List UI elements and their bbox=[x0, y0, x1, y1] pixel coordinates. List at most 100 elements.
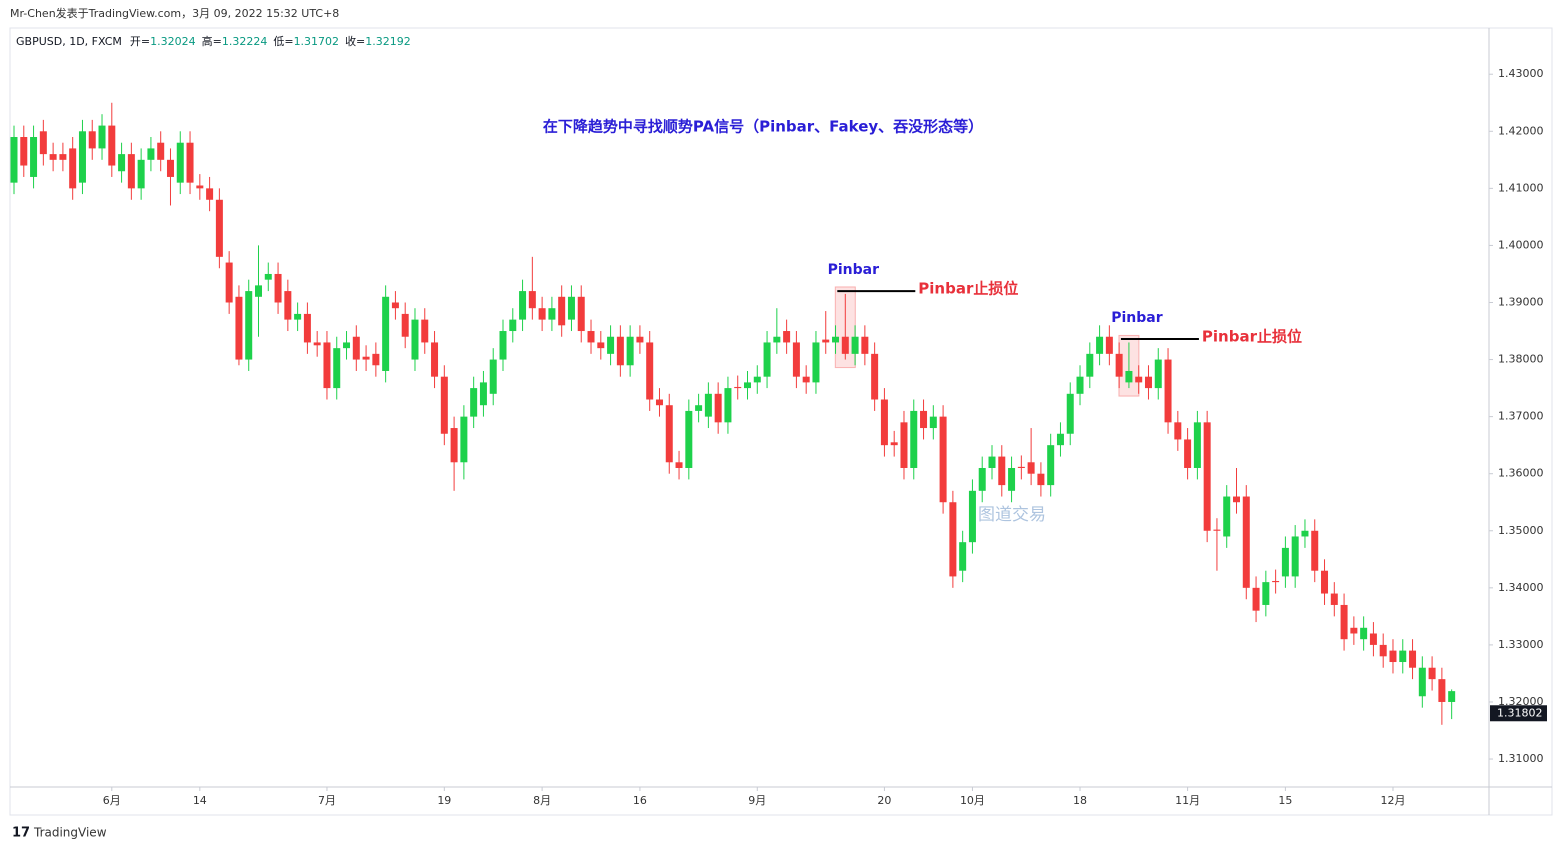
y-tick-label: 1.38000 bbox=[1498, 353, 1544, 366]
candle-body bbox=[49, 154, 57, 160]
candle-body bbox=[704, 393, 712, 417]
candle-body bbox=[127, 154, 135, 189]
candle-body bbox=[206, 188, 214, 200]
candle-body bbox=[20, 136, 28, 166]
candle-body bbox=[215, 199, 223, 257]
candle-body bbox=[636, 336, 644, 343]
candle-body bbox=[1115, 353, 1123, 377]
candle-body bbox=[714, 393, 722, 423]
candle-body bbox=[460, 416, 468, 463]
candle-body bbox=[1272, 580, 1280, 583]
y-tick-label: 1.35000 bbox=[1498, 524, 1544, 537]
candle-body bbox=[616, 336, 624, 366]
candle-body bbox=[352, 336, 360, 360]
candle-body bbox=[1399, 650, 1407, 663]
candle-body bbox=[372, 353, 380, 366]
candle-body bbox=[626, 336, 634, 366]
x-tick-label: 18 bbox=[1073, 794, 1087, 807]
candle-body bbox=[489, 359, 497, 394]
legend-label: 高= bbox=[202, 34, 222, 48]
candle-body bbox=[1086, 353, 1094, 377]
candle-body bbox=[1037, 473, 1045, 486]
candle-body bbox=[1164, 359, 1172, 423]
candle-body bbox=[646, 342, 654, 400]
y-tick-label: 1.31000 bbox=[1498, 752, 1544, 765]
y-tick-label: 1.42000 bbox=[1498, 124, 1544, 137]
candle-body bbox=[548, 308, 556, 320]
candle-body bbox=[822, 339, 830, 343]
candle-body bbox=[78, 131, 86, 183]
candle-body bbox=[382, 296, 390, 371]
legend-symbol: GBPUSD, 1D, FXCM bbox=[16, 35, 122, 48]
x-tick-label: 12月 bbox=[1380, 794, 1405, 807]
candle-body bbox=[841, 336, 849, 354]
candle-body bbox=[264, 273, 272, 280]
candle-body bbox=[1203, 422, 1211, 531]
candle-body bbox=[607, 336, 615, 354]
candle-body bbox=[519, 291, 527, 320]
candle-body bbox=[832, 336, 840, 343]
candle-body bbox=[323, 342, 331, 389]
candle-body bbox=[783, 331, 791, 343]
legend-value: 1.32224 bbox=[222, 35, 268, 48]
candle-body bbox=[274, 273, 282, 303]
candle-body bbox=[1438, 679, 1446, 702]
candle-body bbox=[186, 142, 194, 183]
candle-body bbox=[362, 356, 370, 360]
candle-body bbox=[685, 410, 693, 468]
candle-body bbox=[440, 376, 448, 434]
candle-body bbox=[968, 490, 976, 543]
candle-body bbox=[166, 159, 174, 177]
candle-body bbox=[157, 142, 165, 160]
candle-body bbox=[1321, 570, 1329, 594]
candle-body bbox=[538, 308, 546, 320]
candle-body bbox=[1233, 496, 1240, 503]
candle-body bbox=[255, 285, 262, 297]
candle-body bbox=[1242, 496, 1250, 588]
legend-label: 低= bbox=[273, 35, 293, 48]
candle-body bbox=[1144, 376, 1152, 389]
candle-body bbox=[597, 342, 605, 349]
candle-body bbox=[1418, 667, 1426, 697]
candle-body bbox=[871, 353, 879, 400]
x-tick-label: 8月 bbox=[533, 794, 551, 807]
candle-body bbox=[655, 399, 663, 406]
candle-body bbox=[900, 422, 908, 468]
candle-body bbox=[196, 185, 204, 189]
candle-body bbox=[861, 336, 869, 354]
x-tick-label: 16 bbox=[633, 794, 647, 807]
legend-value: 1.32192 bbox=[365, 35, 411, 48]
x-tick-label: 20 bbox=[877, 794, 891, 807]
frame bbox=[9, 27, 1553, 816]
candle-body bbox=[313, 342, 321, 346]
candle-body bbox=[675, 462, 683, 468]
candle-body bbox=[851, 336, 859, 354]
candle-body bbox=[450, 428, 458, 463]
candle-body bbox=[763, 342, 771, 377]
candle-body bbox=[401, 313, 409, 337]
candle-body bbox=[1428, 667, 1436, 680]
x-tick-label: 19 bbox=[437, 794, 451, 807]
candle-body bbox=[118, 154, 126, 172]
candle-body bbox=[470, 388, 478, 417]
candle-body bbox=[1330, 593, 1338, 605]
candle-body bbox=[509, 319, 517, 332]
last-price-label: 1.31802 bbox=[1497, 706, 1543, 719]
y-tick-label: 1.41000 bbox=[1498, 181, 1544, 194]
legend-label: 开= bbox=[130, 35, 150, 48]
candle-body bbox=[1409, 650, 1417, 668]
candle-body bbox=[69, 148, 77, 189]
candle-body bbox=[30, 136, 38, 177]
candle-body bbox=[1096, 336, 1104, 354]
candle-body bbox=[1291, 536, 1299, 577]
candle-body bbox=[665, 405, 673, 463]
watermark: 图道交易 bbox=[978, 505, 1046, 525]
candle-body bbox=[1027, 462, 1035, 474]
candle-body bbox=[421, 319, 429, 343]
candle-body bbox=[1066, 393, 1074, 434]
candle-body bbox=[1223, 496, 1231, 537]
candle-body bbox=[920, 410, 928, 429]
candle-body bbox=[587, 331, 595, 343]
